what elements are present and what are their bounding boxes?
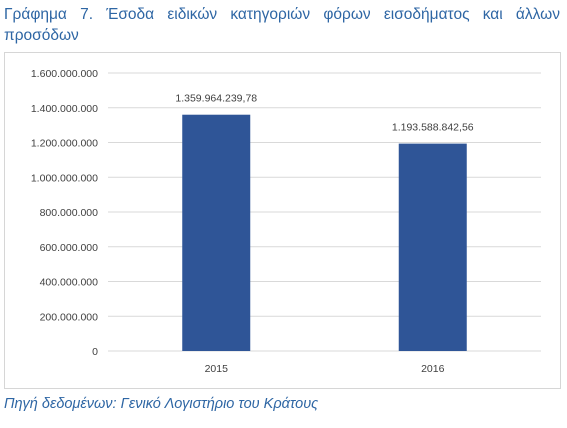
bar — [182, 114, 251, 352]
bar — [398, 143, 467, 351]
y-tick-label: 1.200.000.000 — [31, 138, 98, 150]
y-tick-label: 800.000.000 — [40, 207, 99, 219]
data-label: 1.359.964.239,78 — [175, 93, 257, 105]
x-tick-label: 2015 — [205, 363, 229, 375]
y-tick-label: 200.000.000 — [40, 311, 99, 323]
x-tick-label: 2016 — [421, 363, 445, 375]
y-tick-label: 0 — [92, 346, 98, 358]
chart-area: 0 200.000.000 400.000.000 600.000.000 800.00… — [4, 52, 561, 389]
source-note: Πηγή δεδομένων: Γενικό Λογιστήριο του Κρ… — [4, 396, 319, 412]
bar-chart: 0 200.000.000 400.000.000 600.000.000 800.00… — [31, 68, 541, 375]
y-tick-label: 1.000.000.000 — [31, 172, 98, 184]
data-label: 1.193.588.842,56 — [392, 122, 474, 134]
y-tick-label: 400.000.000 — [40, 277, 99, 289]
figure-title: Γράφημα 7. Έσοδα ειδικών κατηγοριών φόρω… — [4, 6, 560, 44]
y-tick-label: 1.400.000.000 — [31, 103, 98, 115]
y-tick-label: 1.600.000.000 — [31, 68, 98, 80]
y-tick-label: 600.000.000 — [40, 242, 99, 254]
